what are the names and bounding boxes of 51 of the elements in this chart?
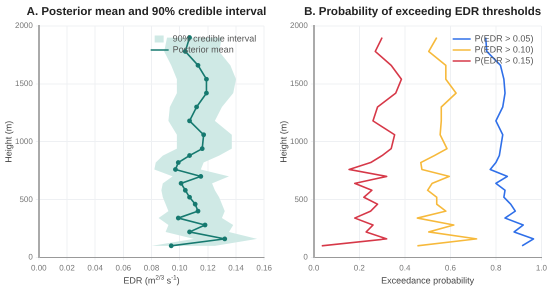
point <box>204 76 209 82</box>
point <box>176 160 181 165</box>
point <box>222 236 228 242</box>
chart-title: B. Probability of exceeding EDR thresholds <box>304 6 542 18</box>
point <box>187 194 192 200</box>
x-tick-label: 0.6 <box>444 263 456 272</box>
y-tick-label: 2000 <box>290 21 308 30</box>
x-tick-label: 0.12 <box>200 263 216 272</box>
point <box>176 216 181 220</box>
y-tick-label: 2000 <box>15 21 34 30</box>
point <box>187 153 192 158</box>
y-axis-title: Height (m) <box>3 120 14 163</box>
point <box>192 202 198 207</box>
x-tick-label: 1.0 <box>536 263 548 272</box>
point <box>173 167 178 172</box>
x-tick-label: 0.08 <box>144 263 160 272</box>
x-tick-label: 0.02 <box>59 263 76 272</box>
point <box>168 243 174 248</box>
y-tick-label: 1000 <box>15 136 34 146</box>
y-tick-label: 500 <box>294 194 308 204</box>
point <box>201 132 206 138</box>
point <box>187 230 192 234</box>
y-tick-label: 1500 <box>290 79 308 88</box>
x-axis-title: Exceedance probability <box>381 275 475 286</box>
x-tick-label: 0.2 <box>354 263 366 272</box>
y-tick-label: 1500 <box>15 79 34 88</box>
point <box>194 104 199 110</box>
x-tick-label: 0.10 <box>172 263 188 272</box>
point <box>196 208 200 214</box>
x-tick-label: 0.0 <box>308 263 320 272</box>
x-tick-label: 0.8 <box>490 263 502 272</box>
point <box>182 188 188 193</box>
point <box>204 90 209 96</box>
x-tick-label: 0.14 <box>228 263 244 272</box>
point <box>196 62 200 68</box>
point <box>178 180 184 186</box>
y-tick-label: 0 <box>28 252 34 262</box>
x-tick-label: 0.4 <box>399 263 411 272</box>
y-tick-label: 500 <box>19 194 34 204</box>
y-tick-label: 1000 <box>290 136 308 146</box>
point <box>200 146 205 152</box>
point <box>187 118 192 124</box>
y-axis-title: Height (m) <box>278 120 288 163</box>
x-tick-label: 0.16 <box>256 263 273 272</box>
chart-title: A. Posterior mean and 90% credible interval <box>26 6 266 18</box>
legend-label: P(EDR > 0.05) <box>474 33 534 44</box>
y-tick-label: 0 <box>303 252 308 262</box>
point <box>202 222 208 228</box>
x-tick-label: 0.00 <box>31 263 48 272</box>
x-tick-label: 0.04 <box>87 263 104 272</box>
x-tick-label: 0.06 <box>116 263 132 272</box>
